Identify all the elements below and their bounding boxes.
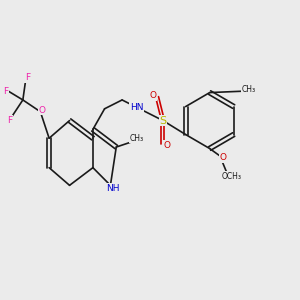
Text: OCH₃: OCH₃ xyxy=(221,172,242,181)
Text: F: F xyxy=(25,74,30,82)
Text: F: F xyxy=(3,87,8,96)
Text: O: O xyxy=(219,153,226,162)
Text: HN: HN xyxy=(130,103,143,112)
Text: O: O xyxy=(164,141,171,150)
Text: F: F xyxy=(7,116,12,125)
Text: NH: NH xyxy=(106,184,120,193)
Text: O: O xyxy=(38,106,45,115)
Text: S: S xyxy=(159,116,167,126)
Text: CH₃: CH₃ xyxy=(130,134,144,143)
Text: CH₃: CH₃ xyxy=(242,85,256,94)
Text: O: O xyxy=(149,91,156,100)
